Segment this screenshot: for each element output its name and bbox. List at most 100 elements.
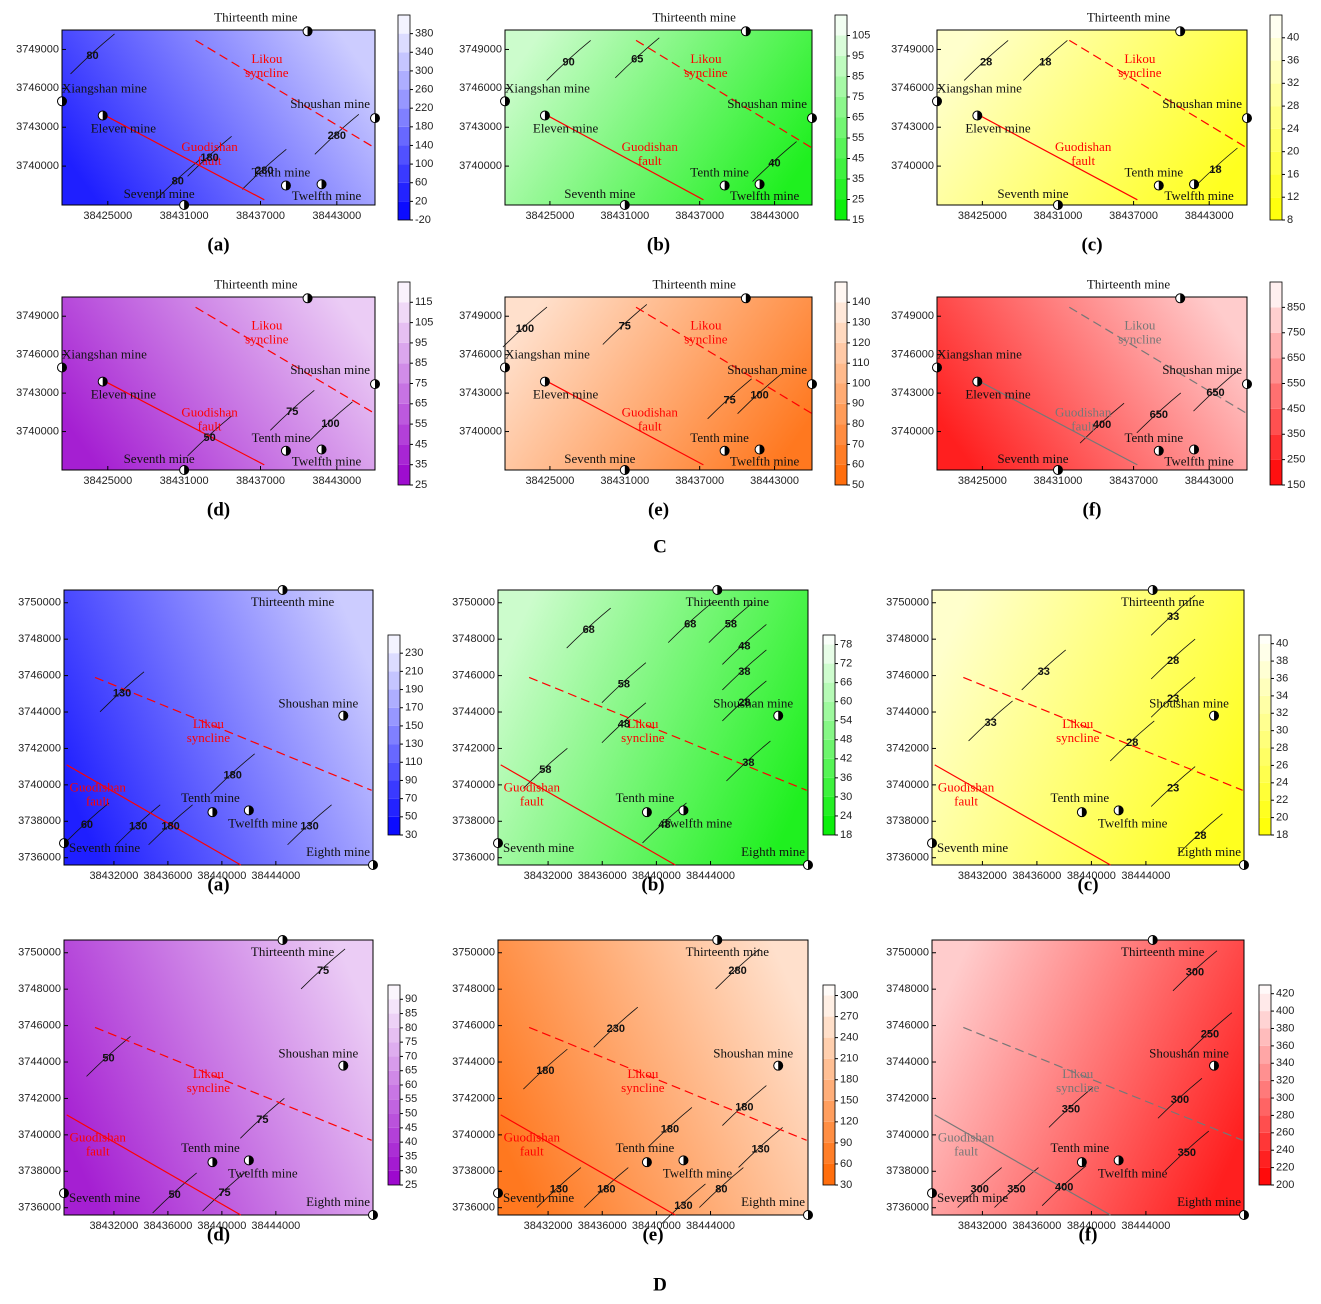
fault-label: syncline xyxy=(1056,730,1100,745)
fault-label: fault xyxy=(198,153,222,168)
colorbar-band xyxy=(1259,985,1271,994)
colorbar-tick-label: 260 xyxy=(415,83,433,95)
mine-marker-half xyxy=(812,113,817,123)
x-tick-label: 38432000 xyxy=(89,870,138,882)
colorbar-tick-label: 36 xyxy=(1287,54,1299,66)
colorbar-band xyxy=(388,1099,400,1114)
fault-label: fault xyxy=(86,1143,110,1158)
mine-label: Twelfth mine xyxy=(730,453,800,468)
section-label: C xyxy=(653,536,667,557)
fault-label: syncline xyxy=(245,65,289,80)
fault-line xyxy=(934,764,1111,866)
contour-line xyxy=(115,804,161,846)
colorbar-band xyxy=(835,282,847,303)
colorbar-band xyxy=(398,383,410,404)
contour-label: 50 xyxy=(169,1189,181,1201)
y-tick-label: 3746000 xyxy=(886,670,929,682)
mine-label: Tenth mine xyxy=(616,1140,675,1155)
mine-marker-half xyxy=(1194,444,1199,454)
mine-marker-half xyxy=(505,96,510,106)
colorbar-tick-label: 110 xyxy=(852,357,870,369)
contour-label: 100 xyxy=(516,323,534,335)
colorbar-tick-label: 60 xyxy=(405,1079,417,1091)
colorbar-band xyxy=(398,464,410,485)
colorbar-tick-label: 28 xyxy=(1287,100,1299,112)
y-tick-label: 3746000 xyxy=(18,1020,61,1032)
mine-marker-half xyxy=(977,111,982,121)
plot-frame xyxy=(931,589,1245,866)
fault-label: syncline xyxy=(187,730,231,745)
contour-label: 33 xyxy=(1167,611,1179,623)
mine-marker-half xyxy=(64,1188,69,1198)
contour-label: 180 xyxy=(536,1065,554,1077)
mine-marker-half xyxy=(282,935,288,945)
colorbar-tick-label: 66 xyxy=(840,677,852,689)
colorbar-tick-label: 80 xyxy=(405,1022,417,1034)
x-tick-label: 38431000 xyxy=(600,475,649,487)
contour-label: 28 xyxy=(980,56,992,68)
colorbar-band xyxy=(835,383,847,404)
y-tick-label: 3749000 xyxy=(891,43,934,55)
contour-label: 68 xyxy=(583,624,595,636)
contour-label: 130 xyxy=(113,688,131,700)
colorbar-band xyxy=(1270,106,1282,129)
x-tick-label: 38431000 xyxy=(600,210,649,222)
mine-label: Shoushan mine xyxy=(290,362,370,377)
colorbar-band xyxy=(388,653,400,672)
contour-line xyxy=(707,378,752,420)
colorbar-tick-label: 22 xyxy=(1276,794,1288,806)
mine-marker-half xyxy=(1180,293,1185,303)
mine-label: Tenth mine xyxy=(690,430,749,445)
x-tick-label: 38432000 xyxy=(958,870,1007,882)
colorbar-tick-label: 20 xyxy=(1276,812,1288,824)
contour-line xyxy=(86,1036,131,1077)
mine-label: Seventh mine xyxy=(937,840,1008,855)
colorbar-band xyxy=(1259,748,1271,766)
contour-line xyxy=(661,1183,706,1225)
fault-label: Guodishan xyxy=(181,139,238,154)
mine-marker-half xyxy=(683,805,688,815)
contour-line xyxy=(699,1167,744,1208)
colorbar-band xyxy=(1270,151,1282,175)
contour-line xyxy=(963,40,1009,81)
fault-line xyxy=(1069,39,1248,149)
colorbar-band xyxy=(1270,282,1282,308)
colorbar-tick-label: 360 xyxy=(1276,1040,1294,1052)
colorbar-band xyxy=(388,1156,400,1171)
fault-line xyxy=(500,1114,676,1216)
colorbar-band xyxy=(1259,1167,1271,1185)
y-tick-label: 3748000 xyxy=(452,633,495,645)
colorbar-band xyxy=(1270,197,1282,220)
contour-line xyxy=(667,602,713,643)
mine-marker-half xyxy=(505,362,510,372)
mine-label: Thirteenth mine xyxy=(1121,944,1205,959)
y-tick-label: 3736000 xyxy=(18,852,61,864)
colorbar-tick-label: 40 xyxy=(1276,638,1288,650)
colorbar-band xyxy=(1270,383,1282,409)
colorbar-band xyxy=(398,70,410,90)
mine-label: Thirteenth mine xyxy=(251,944,335,959)
colorbar-band xyxy=(1259,695,1271,714)
mine-marker-half xyxy=(717,585,722,595)
colorbar-tick-label: 32 xyxy=(1287,77,1299,89)
colorbar-band xyxy=(398,282,410,303)
mine-label: Tenth mine xyxy=(690,165,749,180)
colorbar-tick-label: 45 xyxy=(415,438,427,450)
contour-label: 48 xyxy=(658,819,670,831)
colorbar-band xyxy=(835,138,847,159)
contour-label: 180 xyxy=(661,1123,679,1135)
contour-label: 33 xyxy=(984,717,996,729)
contour-label: 180 xyxy=(735,1101,753,1113)
colorbar-tick-label: 320 xyxy=(1276,1075,1294,1087)
colorbar-tick-label: 50 xyxy=(405,811,417,823)
y-tick-label: 3746000 xyxy=(891,349,934,361)
colorbar-tick-label: 100 xyxy=(415,158,433,170)
contour-label: 100 xyxy=(750,390,768,402)
fault-label: syncline xyxy=(1118,65,1162,80)
fault-label: syncline xyxy=(1118,331,1162,346)
y-tick-label: 3738000 xyxy=(886,1165,929,1177)
y-tick-label: 3748000 xyxy=(886,983,929,995)
mine-marker-half xyxy=(248,805,254,815)
contour-line xyxy=(1187,1012,1233,1053)
